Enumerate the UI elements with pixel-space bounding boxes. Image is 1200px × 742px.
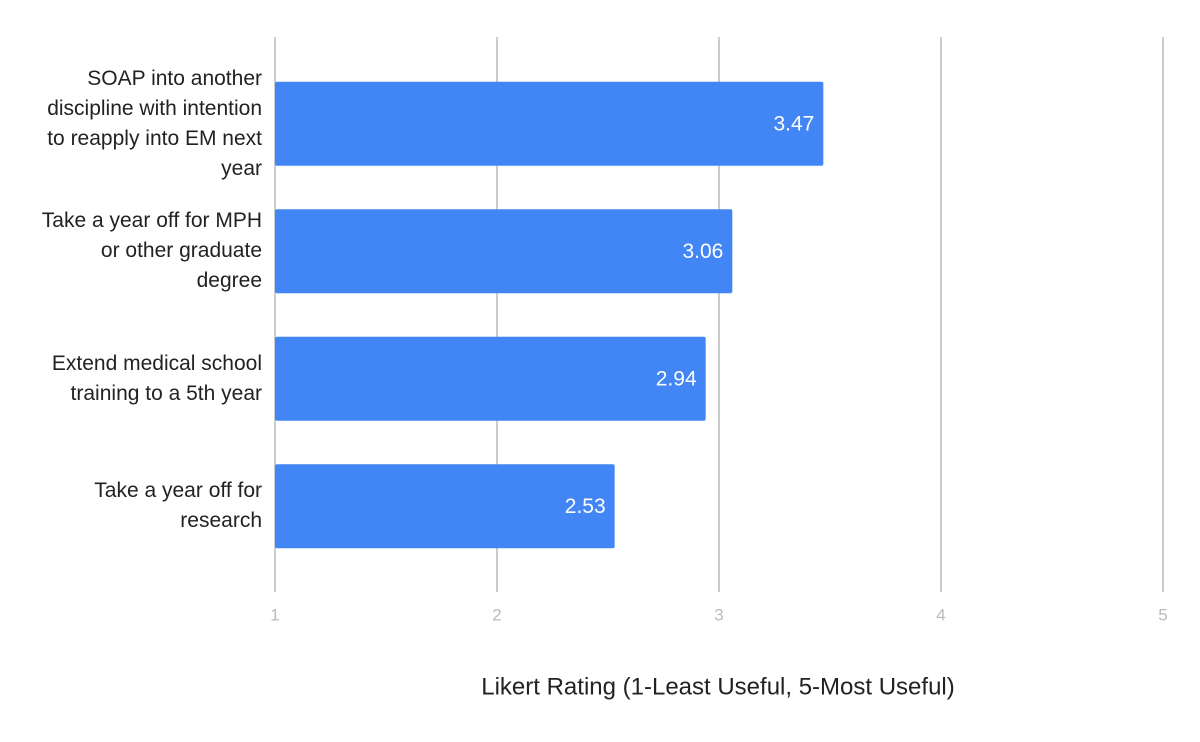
x-tick-label: 3 (714, 605, 723, 624)
x-tick-label: 1 (270, 605, 279, 624)
y-tick-label: Take a year off for research (94, 479, 262, 533)
value-label: 3.47 (773, 112, 814, 135)
x-tick-label: 5 (1158, 605, 1167, 624)
x-axis-title: Likert Rating (1-Least Useful, 5-Most Us… (481, 673, 955, 700)
x-tick-label: 2 (492, 605, 501, 624)
y-tick-label: SOAP into another discipline with intent… (47, 66, 262, 180)
bar (275, 81, 824, 166)
y-tick-label: Extend medical school training to a 5th … (51, 351, 262, 405)
x-tick-label: 4 (936, 605, 945, 624)
value-label: 2.94 (656, 367, 697, 390)
bar (275, 336, 706, 421)
bar (275, 464, 615, 549)
y-tick-label: Take a year off for MPH or other graduat… (41, 209, 262, 293)
bar (275, 209, 733, 294)
value-label: 2.53 (565, 495, 606, 518)
value-label: 3.06 (682, 240, 723, 263)
